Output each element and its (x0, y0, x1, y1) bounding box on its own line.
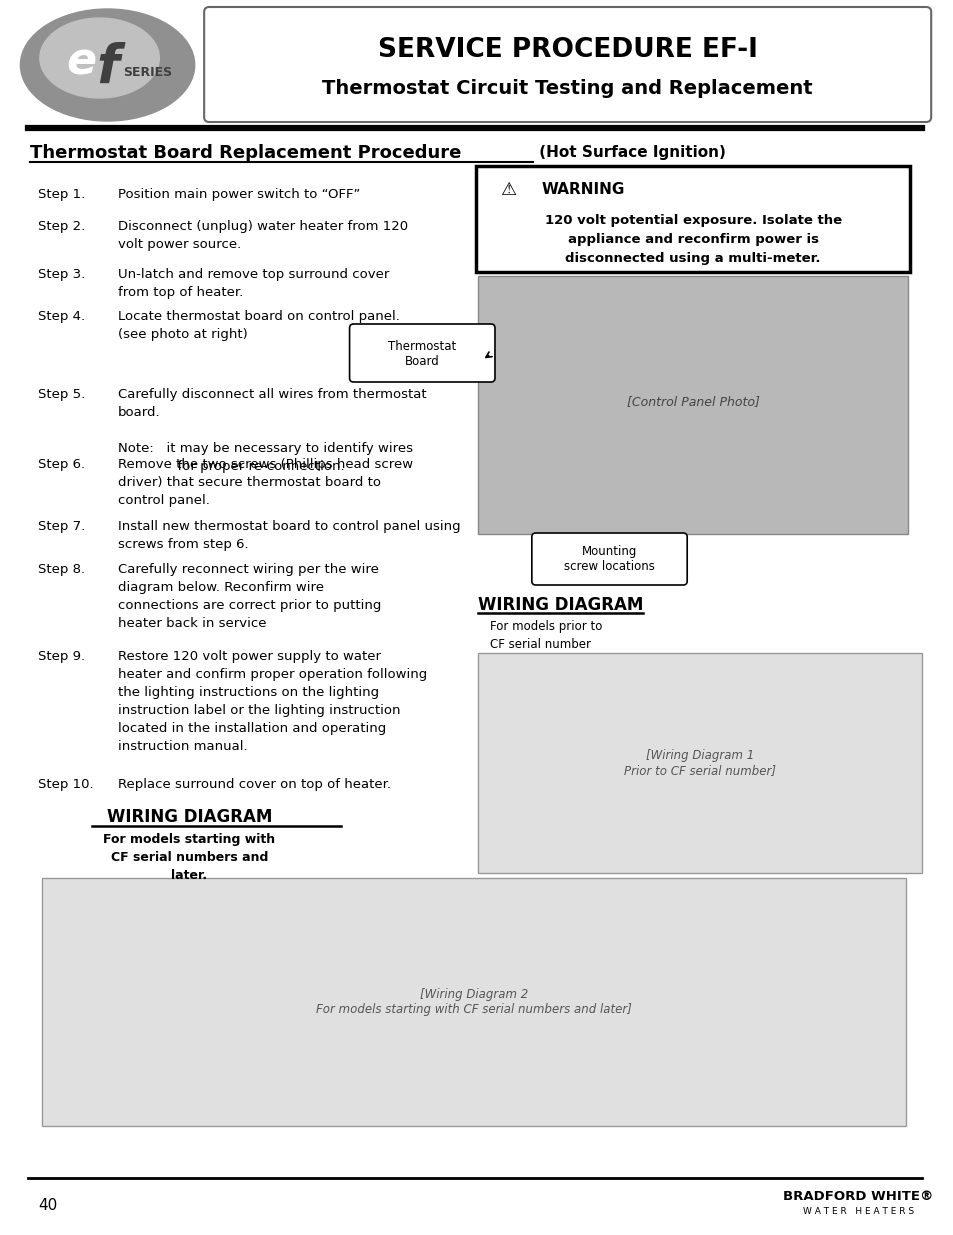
Text: Un-latch and remove top surround cover
from top of heater.: Un-latch and remove top surround cover f… (117, 268, 389, 299)
Text: Replace surround cover on top of heater.: Replace surround cover on top of heater. (117, 778, 390, 790)
Text: Thermostat Board Replacement Procedure: Thermostat Board Replacement Procedure (30, 144, 460, 162)
Text: Step 6.: Step 6. (38, 458, 85, 471)
FancyBboxPatch shape (204, 7, 930, 122)
Text: W A T E R   H E A T E R S: W A T E R H E A T E R S (802, 1208, 913, 1216)
Text: Step 1.: Step 1. (38, 188, 85, 201)
FancyBboxPatch shape (42, 878, 905, 1126)
Text: WIRING DIAGRAM: WIRING DIAGRAM (107, 808, 272, 826)
Text: SERVICE PROCEDURE EF-I: SERVICE PROCEDURE EF-I (377, 37, 757, 63)
FancyBboxPatch shape (476, 165, 909, 272)
Text: Restore 120 volt power supply to water
heater and confirm proper operation follo: Restore 120 volt power supply to water h… (117, 650, 426, 753)
Text: Step 3.: Step 3. (38, 268, 85, 282)
FancyBboxPatch shape (477, 275, 907, 534)
Text: Step 10.: Step 10. (38, 778, 93, 790)
Text: Thermostat
Board: Thermostat Board (388, 340, 456, 368)
Text: Carefully disconnect all wires from thermostat
board.

Note:   it may be necessa: Carefully disconnect all wires from ther… (117, 388, 426, 473)
Text: 40: 40 (38, 1198, 57, 1213)
Text: ⚠: ⚠ (499, 182, 516, 199)
Text: Position main power switch to “OFF”: Position main power switch to “OFF” (117, 188, 359, 201)
Text: Step 4.: Step 4. (38, 310, 85, 324)
Text: Thermostat Circuit Testing and Replacement: Thermostat Circuit Testing and Replaceme… (322, 79, 812, 98)
FancyBboxPatch shape (531, 534, 686, 585)
Text: SERIES: SERIES (123, 65, 172, 79)
Text: Step 7.: Step 7. (38, 520, 85, 534)
FancyBboxPatch shape (349, 324, 495, 382)
Text: For models starting with
CF serial numbers and
later.: For models starting with CF serial numbe… (103, 832, 275, 882)
Text: Install new thermostat board to control panel using
screws from step 6.: Install new thermostat board to control … (117, 520, 459, 551)
Text: Disconnect (unplug) water heater from 120
volt power source.: Disconnect (unplug) water heater from 12… (117, 220, 407, 251)
Text: BRADFORD WHITE®: BRADFORD WHITE® (782, 1189, 933, 1203)
Text: [Control Panel Photo]: [Control Panel Photo] (626, 395, 759, 409)
Text: (Hot Surface Ignition): (Hot Surface Ignition) (534, 146, 725, 161)
Text: WARNING: WARNING (541, 183, 624, 198)
Text: Locate thermostat board on control panel.
(see photo at right): Locate thermostat board on control panel… (117, 310, 399, 341)
Ellipse shape (20, 9, 194, 121)
Text: Remove the two screws (Phillips head screw
driver) that secure thermostat board : Remove the two screws (Phillips head scr… (117, 458, 413, 508)
Text: For models prior to
CF serial number: For models prior to CF serial number (490, 620, 601, 651)
Text: f: f (96, 42, 119, 94)
Text: [Wiring Diagram 2
For models starting with CF serial numbers and later]: [Wiring Diagram 2 For models starting wi… (315, 988, 631, 1016)
Ellipse shape (40, 19, 159, 98)
Text: Step 5.: Step 5. (38, 388, 85, 401)
FancyBboxPatch shape (477, 653, 922, 873)
Text: e: e (67, 41, 96, 84)
Text: Carefully reconnect wiring per the wire
diagram below. Reconfirm wire
connection: Carefully reconnect wiring per the wire … (117, 563, 380, 630)
Text: Step 9.: Step 9. (38, 650, 85, 663)
Text: Mounting
screw locations: Mounting screw locations (563, 545, 655, 573)
Text: 120 volt potential exposure. Isolate the
appliance and reconfirm power is
discon: 120 volt potential exposure. Isolate the… (544, 214, 841, 266)
Text: [Wiring Diagram 1
Prior to CF serial number]: [Wiring Diagram 1 Prior to CF serial num… (623, 748, 776, 777)
Text: Step 8.: Step 8. (38, 563, 85, 576)
Text: WIRING DIAGRAM: WIRING DIAGRAM (477, 597, 642, 614)
Text: Step 2.: Step 2. (38, 220, 85, 233)
